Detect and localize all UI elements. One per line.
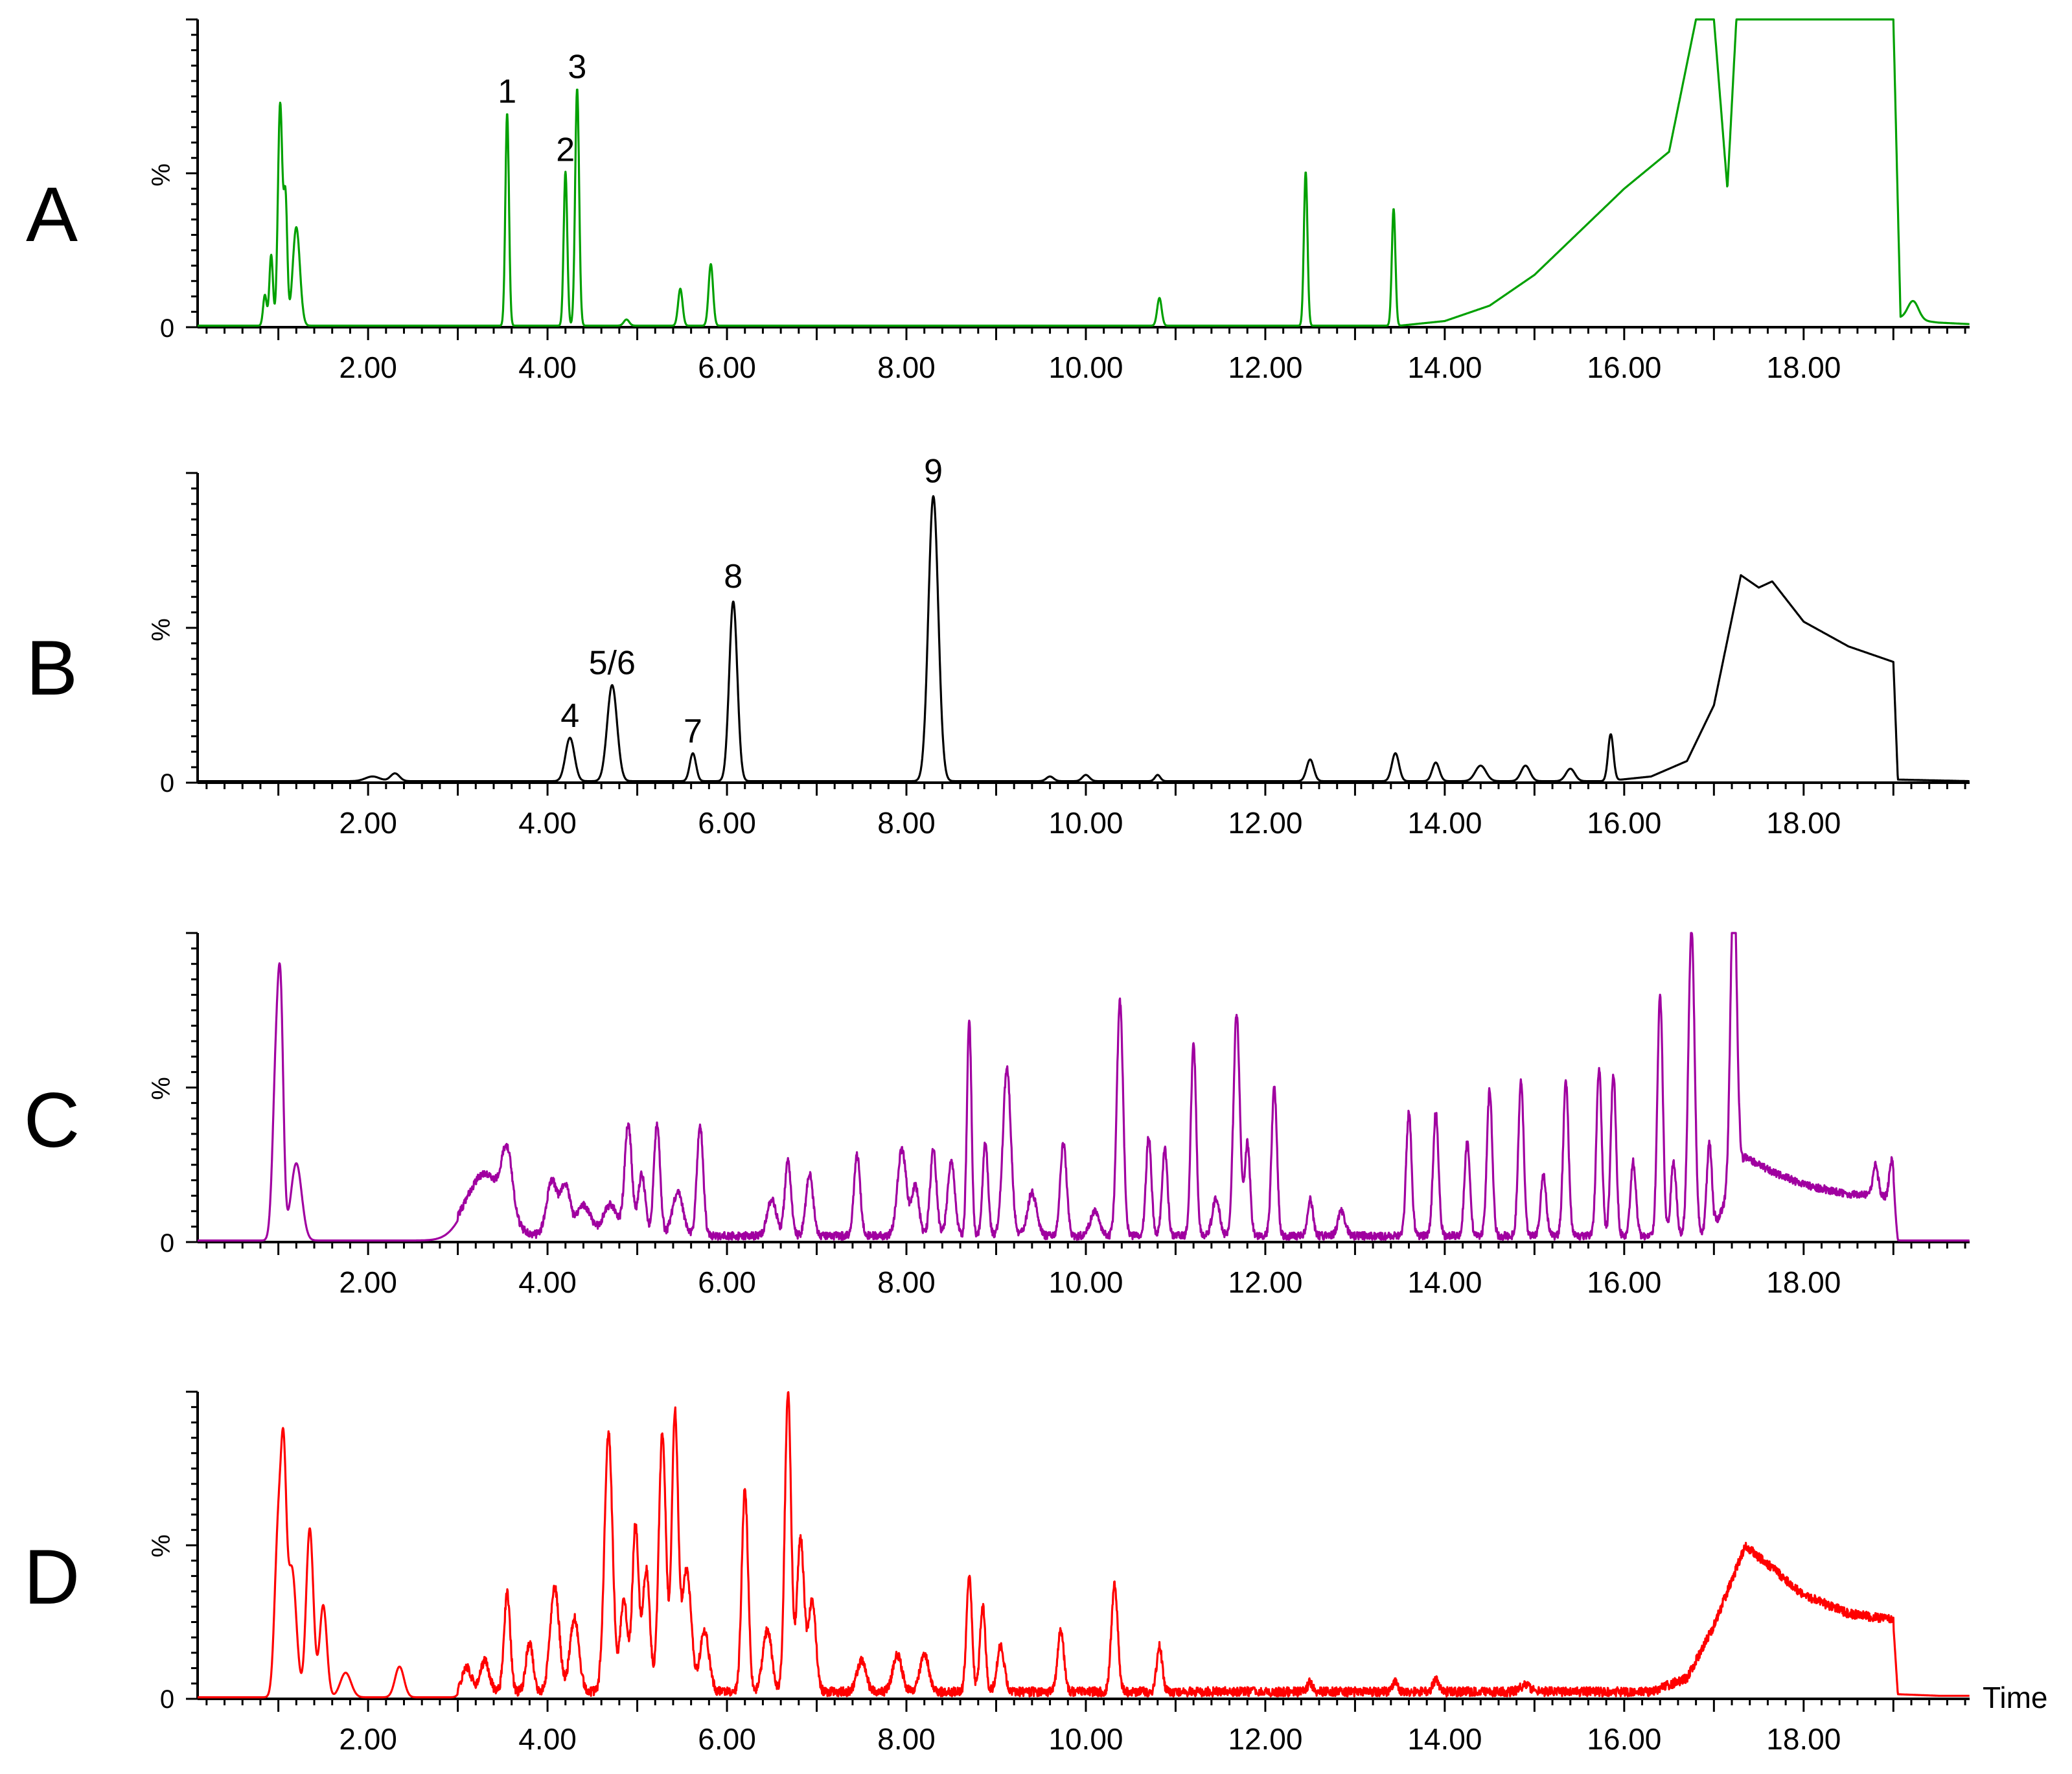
x-tick-label: 8.00	[877, 1265, 936, 1299]
panel-c: C 0 % 2.00 4.00 6.00 8.00 10.00 12.00 14…	[24, 932, 1970, 1299]
x-tick-label: 6.00	[698, 1265, 756, 1299]
x-tick-label: 10.00	[1048, 1265, 1123, 1299]
x-axis-title: Time	[1983, 1681, 2048, 1714]
panel-a-peak-labels: 1 2 3	[498, 48, 586, 168]
peak-label: 7	[684, 713, 702, 750]
x-tick-label: 10.00	[1048, 351, 1123, 384]
panel-a-letter: A	[26, 171, 78, 258]
panel-d-ytick-percent: %	[147, 1534, 176, 1558]
peak-label: 1	[498, 73, 516, 110]
x-tick-label: 18.00	[1766, 1722, 1841, 1756]
x-tick-label: 18.00	[1766, 806, 1841, 840]
panel-b-x-tick-labels: 2.00 4.00 6.00 8.00 10.00 12.00 14.00 16…	[339, 806, 1841, 840]
panel-a: A 0 % 2.00 4.00 6.00 8.00 10.00 12.00 14…	[26, 18, 1970, 384]
x-tick-label: 12.00	[1228, 806, 1302, 840]
x-tick-label: 16.00	[1587, 1265, 1661, 1299]
panel-a-x-tick-labels: 2.00 4.00 6.00 8.00 10.00 12.00 14.00 16…	[339, 351, 1841, 384]
panel-b-ytick-percent: %	[147, 618, 176, 641]
x-tick-label: 2.00	[339, 806, 397, 840]
panel-b-ytick-zero: 0	[160, 769, 174, 798]
x-tick-label: 2.00	[339, 351, 397, 384]
panel-a-ytick-zero: 0	[160, 314, 174, 343]
peak-label: 3	[568, 48, 586, 86]
peak-label: 8	[724, 558, 742, 595]
panel-a-ytick-percent: %	[147, 163, 176, 187]
peak-label: 4	[560, 697, 579, 735]
x-tick-label: 6.00	[698, 351, 756, 384]
x-tick-label: 4.00	[518, 806, 577, 840]
panel-d: D 0 % Time 2.00 4.00 6.00 8.00 10.00 12.…	[24, 1390, 2048, 1756]
peak-label: 5/6	[589, 645, 636, 682]
series-line	[197, 18, 1970, 327]
x-tick-label: 6.00	[698, 1722, 756, 1756]
x-tick-label: 14.00	[1407, 1722, 1482, 1756]
x-tick-label: 12.00	[1228, 1265, 1302, 1299]
panel-d-letter: D	[24, 1534, 80, 1620]
panel-c-letter: C	[24, 1077, 80, 1164]
series-line	[197, 495, 1970, 783]
panel-c-ytick-zero: 0	[160, 1229, 174, 1258]
peak-label: 9	[924, 452, 943, 490]
x-tick-label: 8.00	[877, 351, 936, 384]
panel-b: B 0 % 2.00 4.00 6.00 8.00 10.00 12.00 14…	[26, 452, 1970, 840]
panel-c-x-tick-labels: 2.00 4.00 6.00 8.00 10.00 12.00 14.00 16…	[339, 1265, 1841, 1299]
series-line	[197, 932, 1970, 1242]
x-tick-label: 4.00	[518, 351, 577, 384]
x-tick-label: 8.00	[877, 1722, 936, 1756]
x-tick-label: 14.00	[1407, 351, 1482, 384]
x-tick-label: 10.00	[1048, 806, 1123, 840]
x-tick-label: 16.00	[1587, 806, 1661, 840]
x-tick-label: 8.00	[877, 806, 936, 840]
series-line	[197, 1391, 1970, 1699]
x-tick-label: 4.00	[518, 1265, 577, 1299]
panel-b-peak-labels: 4 5/6 7 8 9	[560, 452, 943, 750]
x-tick-label: 16.00	[1587, 351, 1661, 384]
x-tick-label: 2.00	[339, 1722, 397, 1756]
x-tick-label: 14.00	[1407, 806, 1482, 840]
panel-c-ytick-percent: %	[147, 1077, 176, 1100]
x-tick-label: 18.00	[1766, 1265, 1841, 1299]
panel-d-ytick-zero: 0	[160, 1685, 174, 1714]
x-tick-label: 18.00	[1766, 351, 1841, 384]
x-tick-label: 14.00	[1407, 1265, 1482, 1299]
peak-label: 2	[556, 132, 575, 169]
x-tick-label: 10.00	[1048, 1722, 1123, 1756]
panel-b-letter: B	[26, 625, 78, 711]
x-tick-label: 16.00	[1587, 1722, 1661, 1756]
x-tick-label: 4.00	[518, 1722, 577, 1756]
x-tick-label: 12.00	[1228, 351, 1302, 384]
x-tick-label: 2.00	[339, 1265, 397, 1299]
x-tick-label: 6.00	[698, 806, 756, 840]
x-tick-label: 12.00	[1228, 1722, 1302, 1756]
panel-d-x-tick-labels: 2.00 4.00 6.00 8.00 10.00 12.00 14.00 16…	[339, 1722, 1841, 1756]
